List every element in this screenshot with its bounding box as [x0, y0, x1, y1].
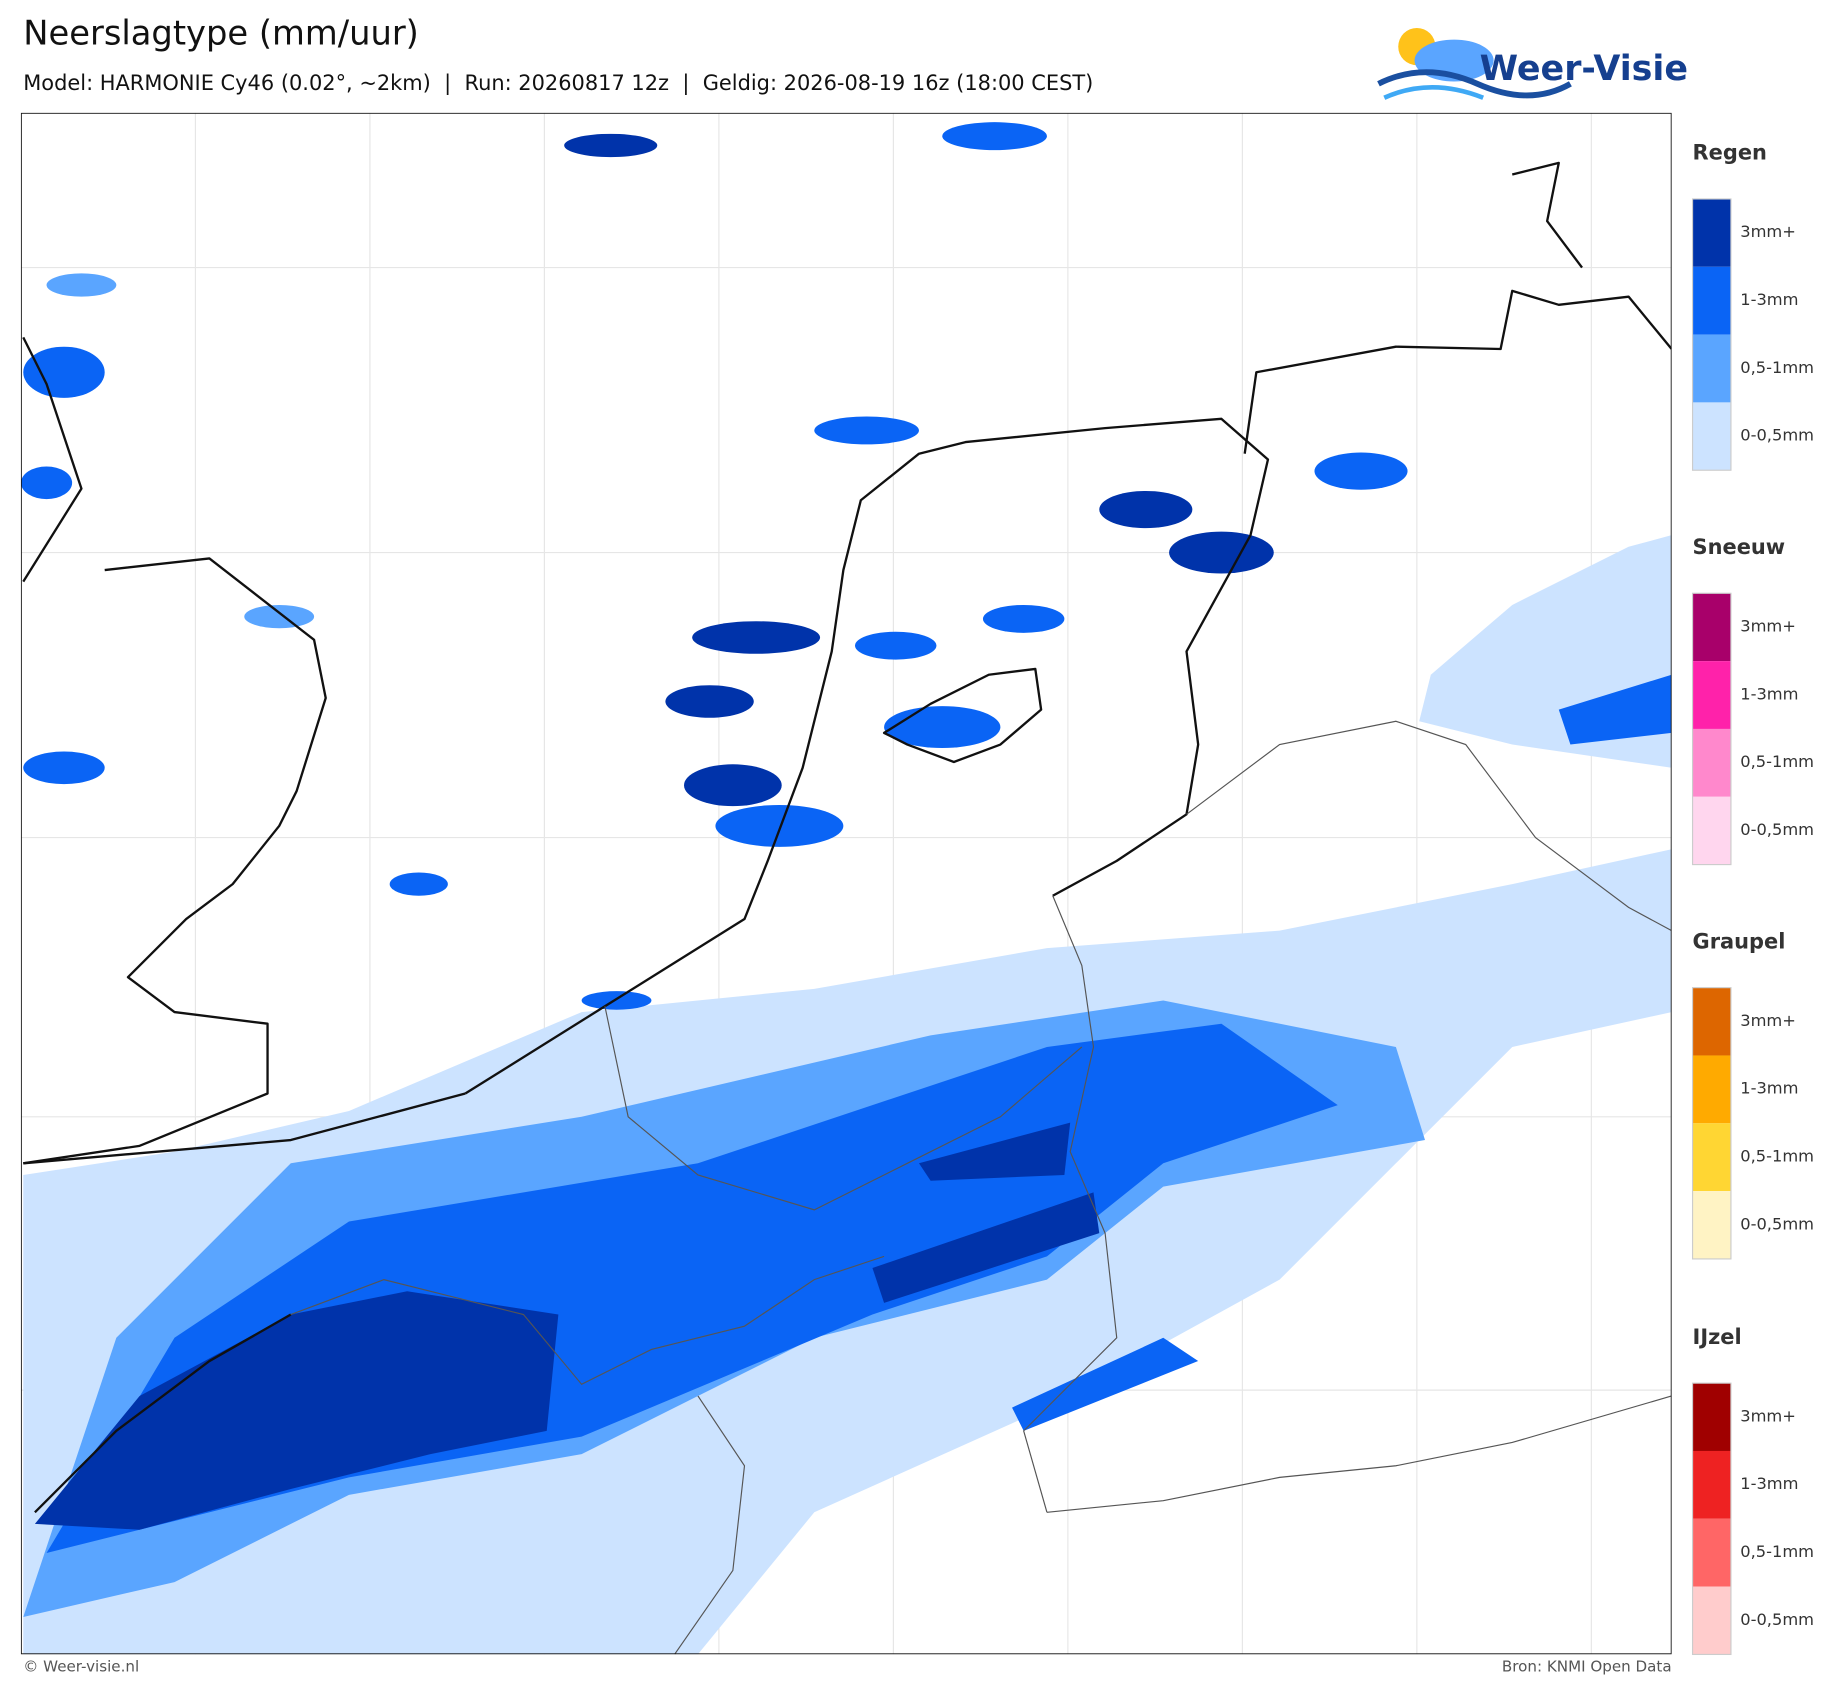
legend-label: 3mm+: [1740, 1406, 1796, 1425]
legend-swatch: [1692, 334, 1731, 403]
legend-frame: [1691, 987, 1732, 1260]
legend-swatch: [1692, 266, 1731, 335]
legend-swatch: [1692, 1518, 1731, 1587]
legend-frame: [1691, 592, 1732, 866]
legend: Regen 3mm+ 1-3mm 0,5-1mm 0-0,5mm Sneeuw 3mm+ 1-…: [1691, 141, 1814, 1656]
legend-swatch: [1692, 198, 1731, 267]
legend-frame: [1691, 1382, 1732, 1656]
legend-label: 0-0,5mm: [1740, 1610, 1814, 1629]
legend-label: 1-3mm: [1740, 684, 1798, 703]
copyright: © Weer-visie.nl: [23, 1658, 139, 1676]
legend-swatch: [1692, 1586, 1731, 1655]
legend-swatch: [1692, 1450, 1731, 1519]
legend-title: Sneeuw: [1693, 535, 1786, 559]
legend-label: 3mm+: [1740, 1011, 1796, 1030]
legend-label: 0,5-1mm: [1740, 1147, 1814, 1166]
legend-swatch: [1692, 661, 1731, 729]
legend-swatch: [1692, 402, 1731, 471]
legend-swatch: [1692, 728, 1731, 797]
legend-frame: [1691, 198, 1732, 471]
legend-label: 0,5-1mm: [1740, 752, 1814, 771]
legend-label: 0-0,5mm: [1740, 1214, 1814, 1233]
precipitation: [20, 122, 1672, 1655]
subtitle: Model: HARMONIE Cy46 (0.02°, ~2km) | Run…: [23, 71, 1093, 96]
legend-label: 0,5-1mm: [1740, 358, 1814, 377]
legend-label: 1-3mm: [1740, 1474, 1798, 1493]
coastlines: [22, 161, 1672, 1514]
legend-label: 3mm+: [1740, 617, 1796, 636]
legend-swatch: [1692, 987, 1731, 1056]
title: Neerslagtype (mm/uur): [23, 13, 419, 52]
legend-swatch: [1692, 796, 1731, 865]
legend-title: Regen: [1693, 141, 1767, 165]
legend-swatch: [1692, 593, 1731, 662]
source: Bron: KNMI Open Data: [1502, 1658, 1672, 1676]
legend-swatch: [1692, 1123, 1731, 1192]
legend-label: 0-0,5mm: [1740, 820, 1814, 839]
logo-text: Weer-Visie: [1480, 49, 1688, 89]
legend-swatch: [1692, 1383, 1731, 1451]
map: [20, 112, 1672, 1655]
legend-title: IJzel: [1693, 1325, 1742, 1349]
legend-label: 0-0,5mm: [1740, 426, 1814, 445]
legend-label: 1-3mm: [1740, 290, 1798, 309]
legend-swatch: [1692, 1191, 1731, 1259]
legend-label: 1-3mm: [1740, 1079, 1798, 1098]
logo: Weer-Visie: [1377, 27, 1688, 100]
legend-swatch: [1692, 1055, 1731, 1124]
borders: [290, 720, 1672, 1655]
legend-label: 0,5-1mm: [1740, 1542, 1814, 1561]
legend-label: 3mm+: [1740, 222, 1796, 241]
legend-title: Graupel: [1693, 929, 1786, 953]
